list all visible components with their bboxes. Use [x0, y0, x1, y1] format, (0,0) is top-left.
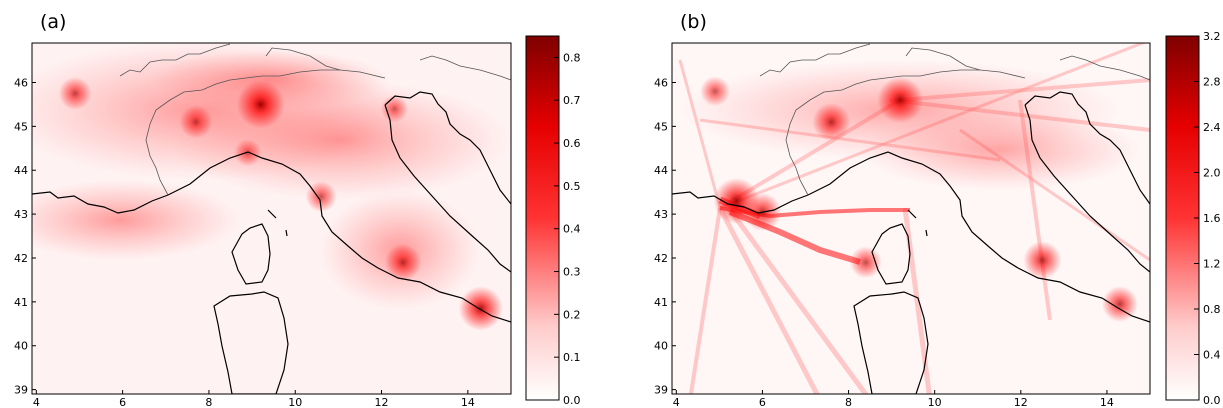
hotspot — [1101, 286, 1138, 323]
y-tick-label: 45 — [654, 120, 668, 133]
x-tick-label: 10 — [288, 396, 302, 408]
hotspot — [236, 80, 285, 129]
colorbar-tick-label: 0.3 — [563, 266, 581, 279]
panel-b-colorbar-gradient — [1165, 35, 1200, 401]
colorbar-tick-label: 0.8 — [563, 51, 581, 64]
panel-b-coastline — [672, 91, 1150, 394]
y-tick-label: 46 — [654, 76, 668, 89]
x-tick-label: 12 — [375, 396, 389, 408]
y-tick-label: 46 — [14, 76, 28, 89]
panel-a-map — [32, 43, 511, 394]
hotspot — [384, 244, 422, 281]
panel-a-x-axis: 4 6 8 10 12 14 — [33, 390, 475, 408]
panel-a-coastline — [32, 91, 511, 394]
y-tick-label: 42 — [654, 252, 668, 265]
x-tick-label: 8 — [845, 396, 852, 408]
panel-b-hotspots — [700, 76, 1138, 323]
y-tick-label: 41 — [654, 296, 668, 309]
panel-b: (b) — [654, 11, 1221, 408]
hotspot — [58, 76, 92, 110]
x-tick-label: 6 — [759, 396, 766, 408]
panel-a: (a) — [14, 11, 581, 408]
panel-a-colorbar-gradient — [525, 35, 560, 401]
y-tick-label: 40 — [654, 340, 668, 353]
hotspot — [458, 286, 503, 331]
x-tick-label: 4 — [673, 396, 680, 408]
x-tick-label: 12 — [1014, 396, 1028, 408]
colorbar-tick-label: 0.6 — [563, 137, 581, 150]
colorbar-tick-label: 2.0 — [1203, 167, 1221, 180]
hotspot — [849, 246, 882, 279]
x-tick-label: 10 — [928, 396, 942, 408]
y-tick-label: 42 — [14, 252, 28, 265]
panel-a-y-axis: 39 40 41 42 43 44 45 46 — [14, 76, 36, 397]
panel-a-colorbar-ticks: 0.0 0.1 0.2 0.3 0.4 0.5 0.6 0.7 0.8 — [554, 51, 581, 407]
colorbar-tick-label: 2.4 — [1203, 121, 1221, 134]
colorbar-tick-label: 0.5 — [563, 180, 581, 193]
y-tick-label: 44 — [14, 164, 28, 177]
y-tick-label: 43 — [654, 208, 668, 221]
colorbar-tick-label: 0.0 — [1203, 394, 1221, 407]
y-tick-label: 39 — [654, 384, 668, 397]
panel-b-frame — [671, 42, 1151, 395]
panel-a-label: (a) — [40, 11, 66, 33]
hotspot — [179, 105, 213, 139]
panel-b-colorbar: 0.0 0.4 0.8 1.2 1.6 2.0 2.4 2.8 3.2 — [1165, 30, 1221, 407]
panel-b-borders — [759, 43, 1150, 196]
x-tick-label: 14 — [1100, 396, 1114, 408]
y-tick-label: 45 — [14, 120, 28, 133]
colorbar-tick-label: 0.4 — [1203, 349, 1221, 362]
colorbar-tick-label: 0.1 — [563, 351, 581, 364]
colorbar-tick-label: 0.0 — [563, 394, 581, 407]
y-tick-label: 40 — [14, 340, 28, 353]
colorbar-tick-label: 0.7 — [563, 94, 581, 107]
colorbar-tick-label: 0.4 — [563, 223, 581, 236]
hotspot — [877, 77, 924, 124]
hotspot — [305, 181, 337, 213]
y-tick-label: 43 — [14, 208, 28, 221]
colorbar-tick-label: 3.2 — [1203, 30, 1221, 43]
y-tick-label: 44 — [654, 164, 668, 177]
panel-b-x-axis: 4 6 8 10 12 14 — [673, 390, 1114, 408]
hotspot — [380, 95, 409, 123]
panel-b-map — [672, 43, 1150, 394]
hotspot — [812, 102, 851, 141]
x-tick-label: 8 — [205, 396, 212, 408]
x-tick-label: 6 — [119, 396, 126, 408]
colorbar-tick-label: 0.2 — [563, 308, 581, 321]
colorbar-tick-label: 1.2 — [1203, 258, 1221, 271]
hotspot — [700, 76, 731, 107]
panel-a-frame — [31, 42, 512, 395]
panel-b-label: (b) — [680, 11, 707, 33]
panel-b-colorbar-ticks: 0.0 0.4 0.8 1.2 1.6 2.0 2.4 2.8 3.2 — [1194, 30, 1221, 407]
x-tick-label: 4 — [33, 396, 40, 408]
colorbar-tick-label: 0.8 — [1203, 303, 1221, 316]
y-tick-label: 39 — [14, 384, 28, 397]
colorbar-tick-label: 2.8 — [1203, 76, 1221, 89]
x-tick-label: 14 — [461, 396, 475, 408]
y-tick-label: 41 — [14, 296, 28, 309]
colorbar-tick-label: 1.6 — [1203, 212, 1221, 225]
hotspot — [1023, 241, 1062, 280]
panel-a-colorbar: 0.0 0.1 0.2 0.3 0.4 0.5 0.6 0.7 0.8 — [525, 35, 581, 407]
panel-a-borders — [119, 43, 511, 196]
panel-b-y-axis: 39 40 41 42 43 44 45 46 — [654, 76, 676, 397]
